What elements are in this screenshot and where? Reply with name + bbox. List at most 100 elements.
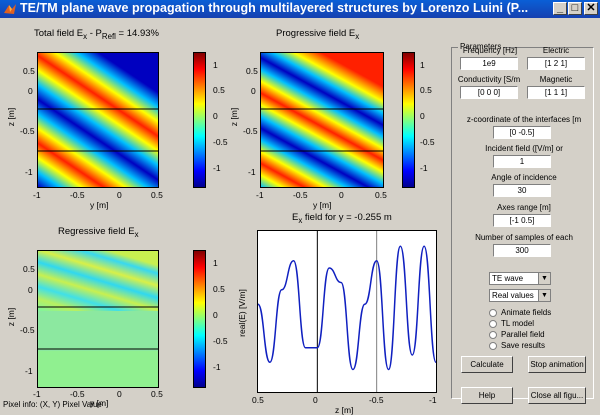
title-bar: TE/TM plane wave propagation through mul… [0,0,600,18]
incident-label: Incident field ([V/m] or [485,144,563,153]
cbar-tick: 1 [213,60,218,70]
x-axis-label: y [m] [90,398,109,408]
total-field-plot[interactable] [37,52,159,188]
field-series-line [258,245,436,371]
x-tick: -1 [429,395,437,405]
total-plot-title: Total field Ex - PRefl = 14.93% [34,28,159,41]
x-tick: 0 [117,389,122,399]
line-plot[interactable] [257,230,437,393]
calculate-button[interactable]: Calculate [461,356,513,373]
y-axis-label: real(E) [V/m] [236,289,247,337]
progressive-field-plot[interactable] [260,52,384,188]
conductivity-field[interactable]: [0 0 0] [460,86,518,99]
radio-icon [489,330,497,339]
y-tick: -0.5 [20,126,35,136]
x-tick: 0 [313,395,318,405]
y-tick: 0.5 [23,66,35,76]
wave-type-value: TE wave [492,274,524,283]
zcoord-label: z-coordinate of the interfaces [m [466,115,582,124]
cbar-tick: -0.5 [213,137,228,147]
x-tick: 0.5 [375,190,387,200]
x-tick: 0.5 [151,389,163,399]
regressive-field-plot[interactable] [37,250,159,388]
cbar-tick: -0.5 [420,137,435,147]
electric-label: Electric [542,46,570,55]
samples-field[interactable]: 300 [493,244,551,257]
parameters-panel [451,47,594,399]
electric-field[interactable]: [1 2 1] [527,57,585,70]
regressive-field-map [38,251,158,387]
cbar-tick: -0.5 [213,336,228,346]
x-axis-label: y [m] [313,200,332,210]
y-tick: 0 [251,86,256,96]
y-tick: 0.5 [23,264,35,274]
radio-save-results[interactable]: Save results [489,341,545,350]
total-colorbar [193,52,206,188]
total-field-map [38,53,158,187]
x-tick: -0.5 [293,190,308,200]
cbar-tick: 0.5 [213,284,225,294]
y-axis-label: z [m] [6,307,17,327]
radio-icon [489,319,497,328]
progressive-field-map [261,53,383,187]
line-plot-title: Ex field for y = -0.255 m [292,212,392,225]
y-tick: -1 [25,366,33,376]
stop-animation-button[interactable]: Stop animation [528,356,586,373]
cbar-tick: -1 [213,362,221,372]
axes-range-field[interactable]: [-1 0.5] [493,214,551,227]
radio-tl-model[interactable]: TL model [489,319,534,328]
conductivity-label: Conductivity [S/m [457,75,521,84]
y-tick: 0 [28,86,33,96]
cbar-tick: 0 [213,111,218,121]
close-button[interactable]: ✕ [584,2,598,15]
parameters-panel-title: Parameters [458,42,504,51]
close-all-figures-button[interactable]: Close all figu... [528,387,586,404]
cbar-tick: 1 [420,60,425,70]
radio-icon [489,341,497,350]
x-tick: 0.5 [151,190,163,200]
magnetic-label: Magnetic [539,75,573,84]
angle-label: Angle of incidence [491,173,557,182]
line-plot-canvas [258,231,436,392]
x-tick: -1 [33,389,41,399]
y-tick: -0.5 [20,325,35,335]
cbar-tick: 1 [213,258,218,268]
chevron-down-icon: ▼ [538,290,550,301]
value-type-select[interactable]: Real values ▼ [489,289,551,302]
angle-field[interactable]: 30 [493,184,551,197]
radio-animate[interactable]: Animate fields [489,308,551,317]
help-button[interactable]: Help [461,387,513,404]
y-tick: 0 [28,285,33,295]
x-tick: -0.5 [70,389,85,399]
frequency-field[interactable]: 1e9 [460,57,518,70]
samples-label: Number of samples of each [475,233,573,242]
value-type-value: Real values [492,291,534,300]
radio-label: Parallel field [501,330,545,339]
cbar-tick: 0 [420,111,425,121]
x-tick: -1 [33,190,41,200]
y-tick: -0.5 [243,126,258,136]
y-axis-label: z [m] [6,107,17,127]
y-tick: -1 [248,167,256,177]
maximize-button[interactable]: □ [568,2,582,15]
cbar-tick: -1 [420,163,428,173]
x-tick: 0 [339,190,344,200]
incident-field[interactable]: 1 [493,155,551,168]
radio-icon [489,308,497,317]
y-tick: 0.5 [246,66,258,76]
radio-parallel-field[interactable]: Parallel field [489,330,545,339]
wave-type-select[interactable]: TE wave ▼ [489,272,551,285]
x-tick: 0 [117,190,122,200]
minimize-button[interactable]: _ [553,2,567,15]
x-axis-label: z [m] [335,405,354,415]
axes-range-label: Axes range [m] [497,203,551,212]
x-tick: -1 [256,190,264,200]
x-axis-label: y [m] [90,200,109,210]
cbar-tick: 0.5 [420,85,432,95]
frequency-label: Frequency [Hz] [462,46,518,55]
pixel-info-status: Pixel info: (X, Y) Pixel Value [3,400,102,409]
y-tick: -1 [25,167,33,177]
zcoord-field[interactable]: [0 -0.5] [493,126,551,139]
y-axis-label: z [m] [229,107,240,127]
magnetic-field[interactable]: [1 1 1] [527,86,585,99]
